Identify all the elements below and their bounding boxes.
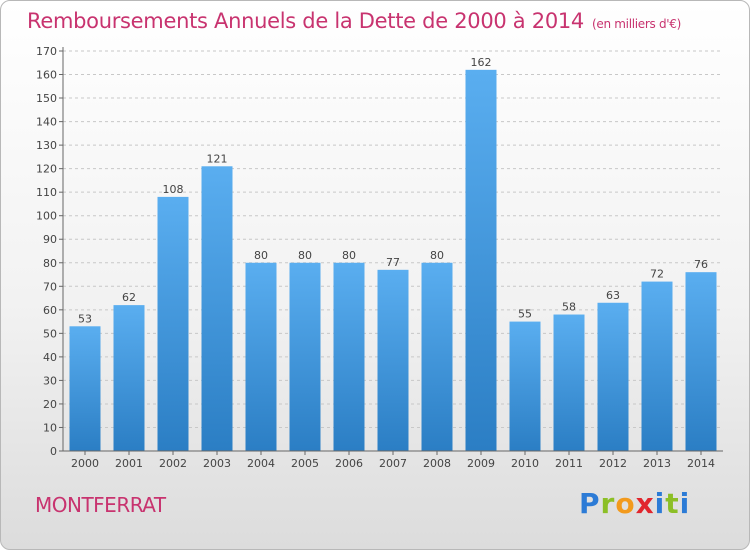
y-tick-label: 120 [36,163,57,176]
bar-value-label: 76 [694,258,708,271]
y-tick-label: 90 [43,233,57,246]
x-tick-label: 2012 [599,457,627,470]
bar-value-label: 80 [254,249,268,262]
bar-2005 [289,262,321,451]
y-tick-label: 130 [36,139,57,152]
bar-value-label: 77 [386,256,400,269]
x-tick-label: 2003 [203,457,231,470]
y-tick-label: 10 [43,421,57,434]
bar-2013 [641,281,673,451]
bar-value-label: 80 [430,249,444,262]
x-tick-label: 2007 [379,457,407,470]
y-tick-label: 50 [43,327,57,340]
chart-title: Remboursements Annuels de la Dette de 20… [27,9,681,33]
y-tick-label: 170 [36,45,57,58]
bar-2008 [421,262,453,451]
x-tick-label: 2013 [643,457,671,470]
x-tick-label: 2014 [687,457,715,470]
bar-value-label: 72 [650,268,664,281]
bar-value-label: 55 [518,308,532,321]
bar-value-label: 80 [298,249,312,262]
y-tick-label: 20 [43,398,57,411]
bar-2007 [377,269,409,451]
bar-2009 [465,69,497,451]
bar-2010 [509,321,541,451]
y-tick-label: 110 [36,186,57,199]
x-tick-label: 2008 [423,457,451,470]
bar-value-label: 53 [78,312,92,325]
x-tick-label: 2005 [291,457,319,470]
bar-value-label: 121 [207,152,228,165]
axes: 0 10 20 30 40 50 60 70 80 90 100 110 120 130 140 150 160… [36,45,723,470]
bar-value-label: 162 [471,56,492,69]
x-tick-label: 2002 [159,457,187,470]
bar-2003 [201,166,233,451]
y-tick-label: 30 [43,374,57,387]
chart-title-text: Remboursements Annuels de la Dette de 20… [27,9,584,33]
bar-2001 [113,305,145,451]
y-tick-label: 40 [43,351,57,364]
bar-2000 [69,326,101,451]
y-tick-label: 140 [36,116,57,129]
chart-title-unit: (en milliers d'€) [592,17,682,31]
y-tick-label: 100 [36,210,57,223]
y-tick-label: 160 [36,69,57,82]
city-name: MONTFERRAT [35,493,166,517]
x-tick-label: 2010 [511,457,539,470]
bar-2006 [333,262,365,451]
bar-2014 [685,272,717,451]
bar-value-label: 63 [606,289,620,302]
bar-value-label: 80 [342,249,356,262]
x-tick-label: 2001 [115,457,143,470]
x-tick-label: 2009 [467,457,495,470]
y-tick-label: 150 [36,92,57,105]
y-tick-label: 70 [43,280,57,293]
x-tick-label: 2006 [335,457,363,470]
y-tick-label: 60 [43,304,57,317]
bar-value-label: 108 [163,183,184,196]
x-tick-label: 2000 [71,457,99,470]
y-tick-label: 80 [43,257,57,270]
bars: 53 62 108 121 80 80 80 77 80 162 55 58 63 72 76 [69,56,717,451]
x-tick-label: 2011 [555,457,583,470]
x-tick-label: 2004 [247,457,275,470]
y-tick-label: 0 [50,445,57,458]
bar-2004 [245,262,277,451]
bar-2002 [157,196,189,451]
bar-value-label: 62 [122,291,136,304]
proxiti-logo: Proxiti [579,487,691,520]
bar-2012 [597,302,629,451]
bar-2011 [553,314,585,451]
bar-value-label: 58 [562,301,576,314]
